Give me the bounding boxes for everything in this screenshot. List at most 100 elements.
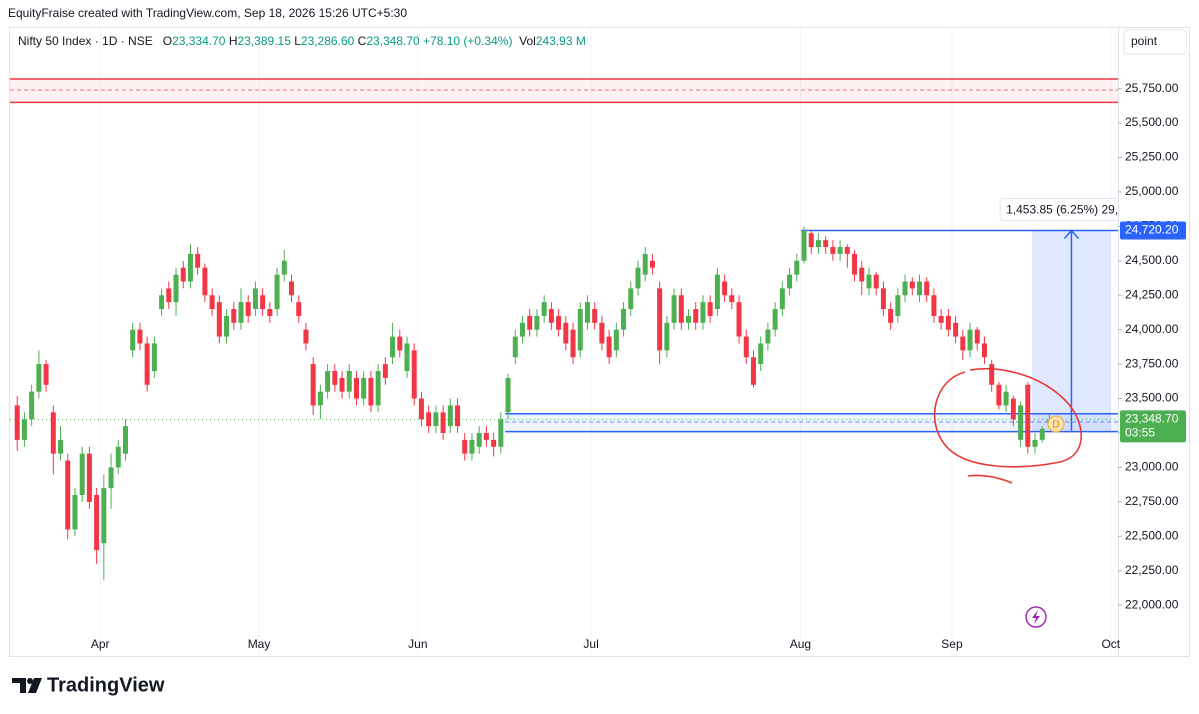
x-tick-label: Jun: [408, 637, 427, 651]
candle-body: [664, 322, 670, 351]
scale-mode-button[interactable]: [1123, 29, 1187, 55]
candle-body: [772, 309, 778, 330]
candle-body: [801, 230, 807, 261]
candle-body: [483, 433, 489, 440]
candle-body: [209, 295, 215, 310]
candle-body: [137, 329, 143, 344]
candle-body: [931, 295, 937, 316]
candle-body: [440, 412, 446, 434]
candle-body: [86, 453, 92, 502]
candle-body: [245, 302, 251, 316]
candle-body: [736, 302, 742, 337]
candle-body: [888, 309, 894, 323]
candle-body: [498, 419, 504, 447]
candle-body: [72, 494, 78, 530]
y-tick-label: 25,000.00: [1125, 184, 1179, 198]
candle-body: [50, 412, 56, 454]
measure-arrowhead: [1063, 229, 1080, 239]
candle-body: [823, 240, 829, 248]
candle-body: [65, 460, 71, 530]
measure-label-box: [999, 197, 1118, 221]
field-value: 23,389.15: [237, 34, 291, 48]
candle-body: [693, 309, 699, 323]
candle-body: [722, 281, 728, 296]
symbol: Nifty 50 Index · 1D · NSE: [18, 34, 153, 48]
candle-body: [382, 364, 388, 378]
candle-body: [758, 343, 764, 365]
candle-body: [325, 371, 331, 392]
candle-body: [924, 281, 930, 296]
candle-body: [317, 391, 323, 406]
y-tick-label: 23,750.00: [1125, 356, 1179, 370]
candle-body: [621, 309, 627, 330]
candle-body: [678, 295, 684, 323]
candle-body: [216, 302, 222, 337]
measure-price-label: 24,720.20: [1125, 223, 1179, 237]
legend: Nifty 50 Index · 1D · NSE O23,334.70 H23…: [18, 34, 586, 48]
brand-logo: [12, 678, 42, 693]
candle-body: [267, 309, 273, 316]
candle-body: [902, 281, 908, 296]
candle-body: [895, 295, 901, 316]
candle-body: [130, 329, 136, 351]
candle-body: [462, 439, 468, 454]
candle-body: [866, 274, 872, 289]
candle-body: [859, 267, 865, 282]
credit: EquityFraise created with TradingView.co…: [8, 6, 407, 20]
candle-body: [94, 494, 100, 551]
candle-body: [195, 253, 201, 268]
events-icon-bolt: [1032, 610, 1040, 624]
chart-frame: [9, 27, 1190, 657]
candle-body: [1010, 398, 1016, 420]
candle-body: [404, 343, 410, 372]
candle-body: [635, 267, 641, 289]
candle-body: [852, 253, 858, 275]
candle-body: [808, 233, 814, 248]
hand-drawn-stroke: [967, 474, 1013, 484]
candle-body: [411, 350, 417, 399]
candle-body: [743, 336, 749, 358]
candle-body: [151, 343, 157, 372]
last-price-box: [1120, 410, 1186, 443]
candle-body: [79, 453, 85, 495]
candle-body: [455, 405, 461, 427]
candle-body: [707, 302, 713, 316]
candle-body: [642, 253, 648, 275]
candle-body: [729, 295, 735, 303]
candle-body: [339, 377, 345, 392]
candle-body: [469, 439, 475, 454]
candle-body: [252, 288, 258, 310]
candle-body: [180, 267, 186, 282]
candle-body: [433, 412, 439, 427]
candle-body: [274, 274, 280, 310]
candle-body: [115, 446, 121, 468]
candle-body: [397, 336, 403, 351]
candle-body: [837, 247, 843, 254]
dividend-badge[interactable]: [1047, 415, 1065, 433]
candle-body: [361, 377, 367, 399]
y-tick-label: 25,250.00: [1125, 150, 1179, 164]
plot: 1,453.85 (6.25%) 29,0: [10, 28, 1118, 656]
candle-body: [310, 364, 316, 406]
brand-name: TradingView: [47, 674, 165, 696]
candle-body: [765, 329, 771, 344]
candle-body: [224, 315, 230, 337]
candle-body: [974, 329, 980, 344]
zone-fill: [505, 413, 1118, 432]
candle-body: [346, 371, 352, 392]
candle-body: [173, 274, 179, 303]
candle-body: [491, 439, 497, 447]
candle-body: [187, 253, 193, 282]
candle-body: [945, 315, 951, 330]
scale-mode-label[interactable]: point: [1131, 34, 1158, 48]
candle-body: [43, 364, 49, 385]
candle-body: [527, 315, 533, 330]
candle-body: [938, 315, 944, 323]
candle-body: [1003, 391, 1009, 406]
candle-body: [166, 288, 172, 303]
candle-body: [577, 309, 583, 351]
candle-body: [779, 288, 785, 310]
candle-body: [260, 295, 266, 310]
change: +78.10 (+0.34%): [423, 34, 513, 48]
